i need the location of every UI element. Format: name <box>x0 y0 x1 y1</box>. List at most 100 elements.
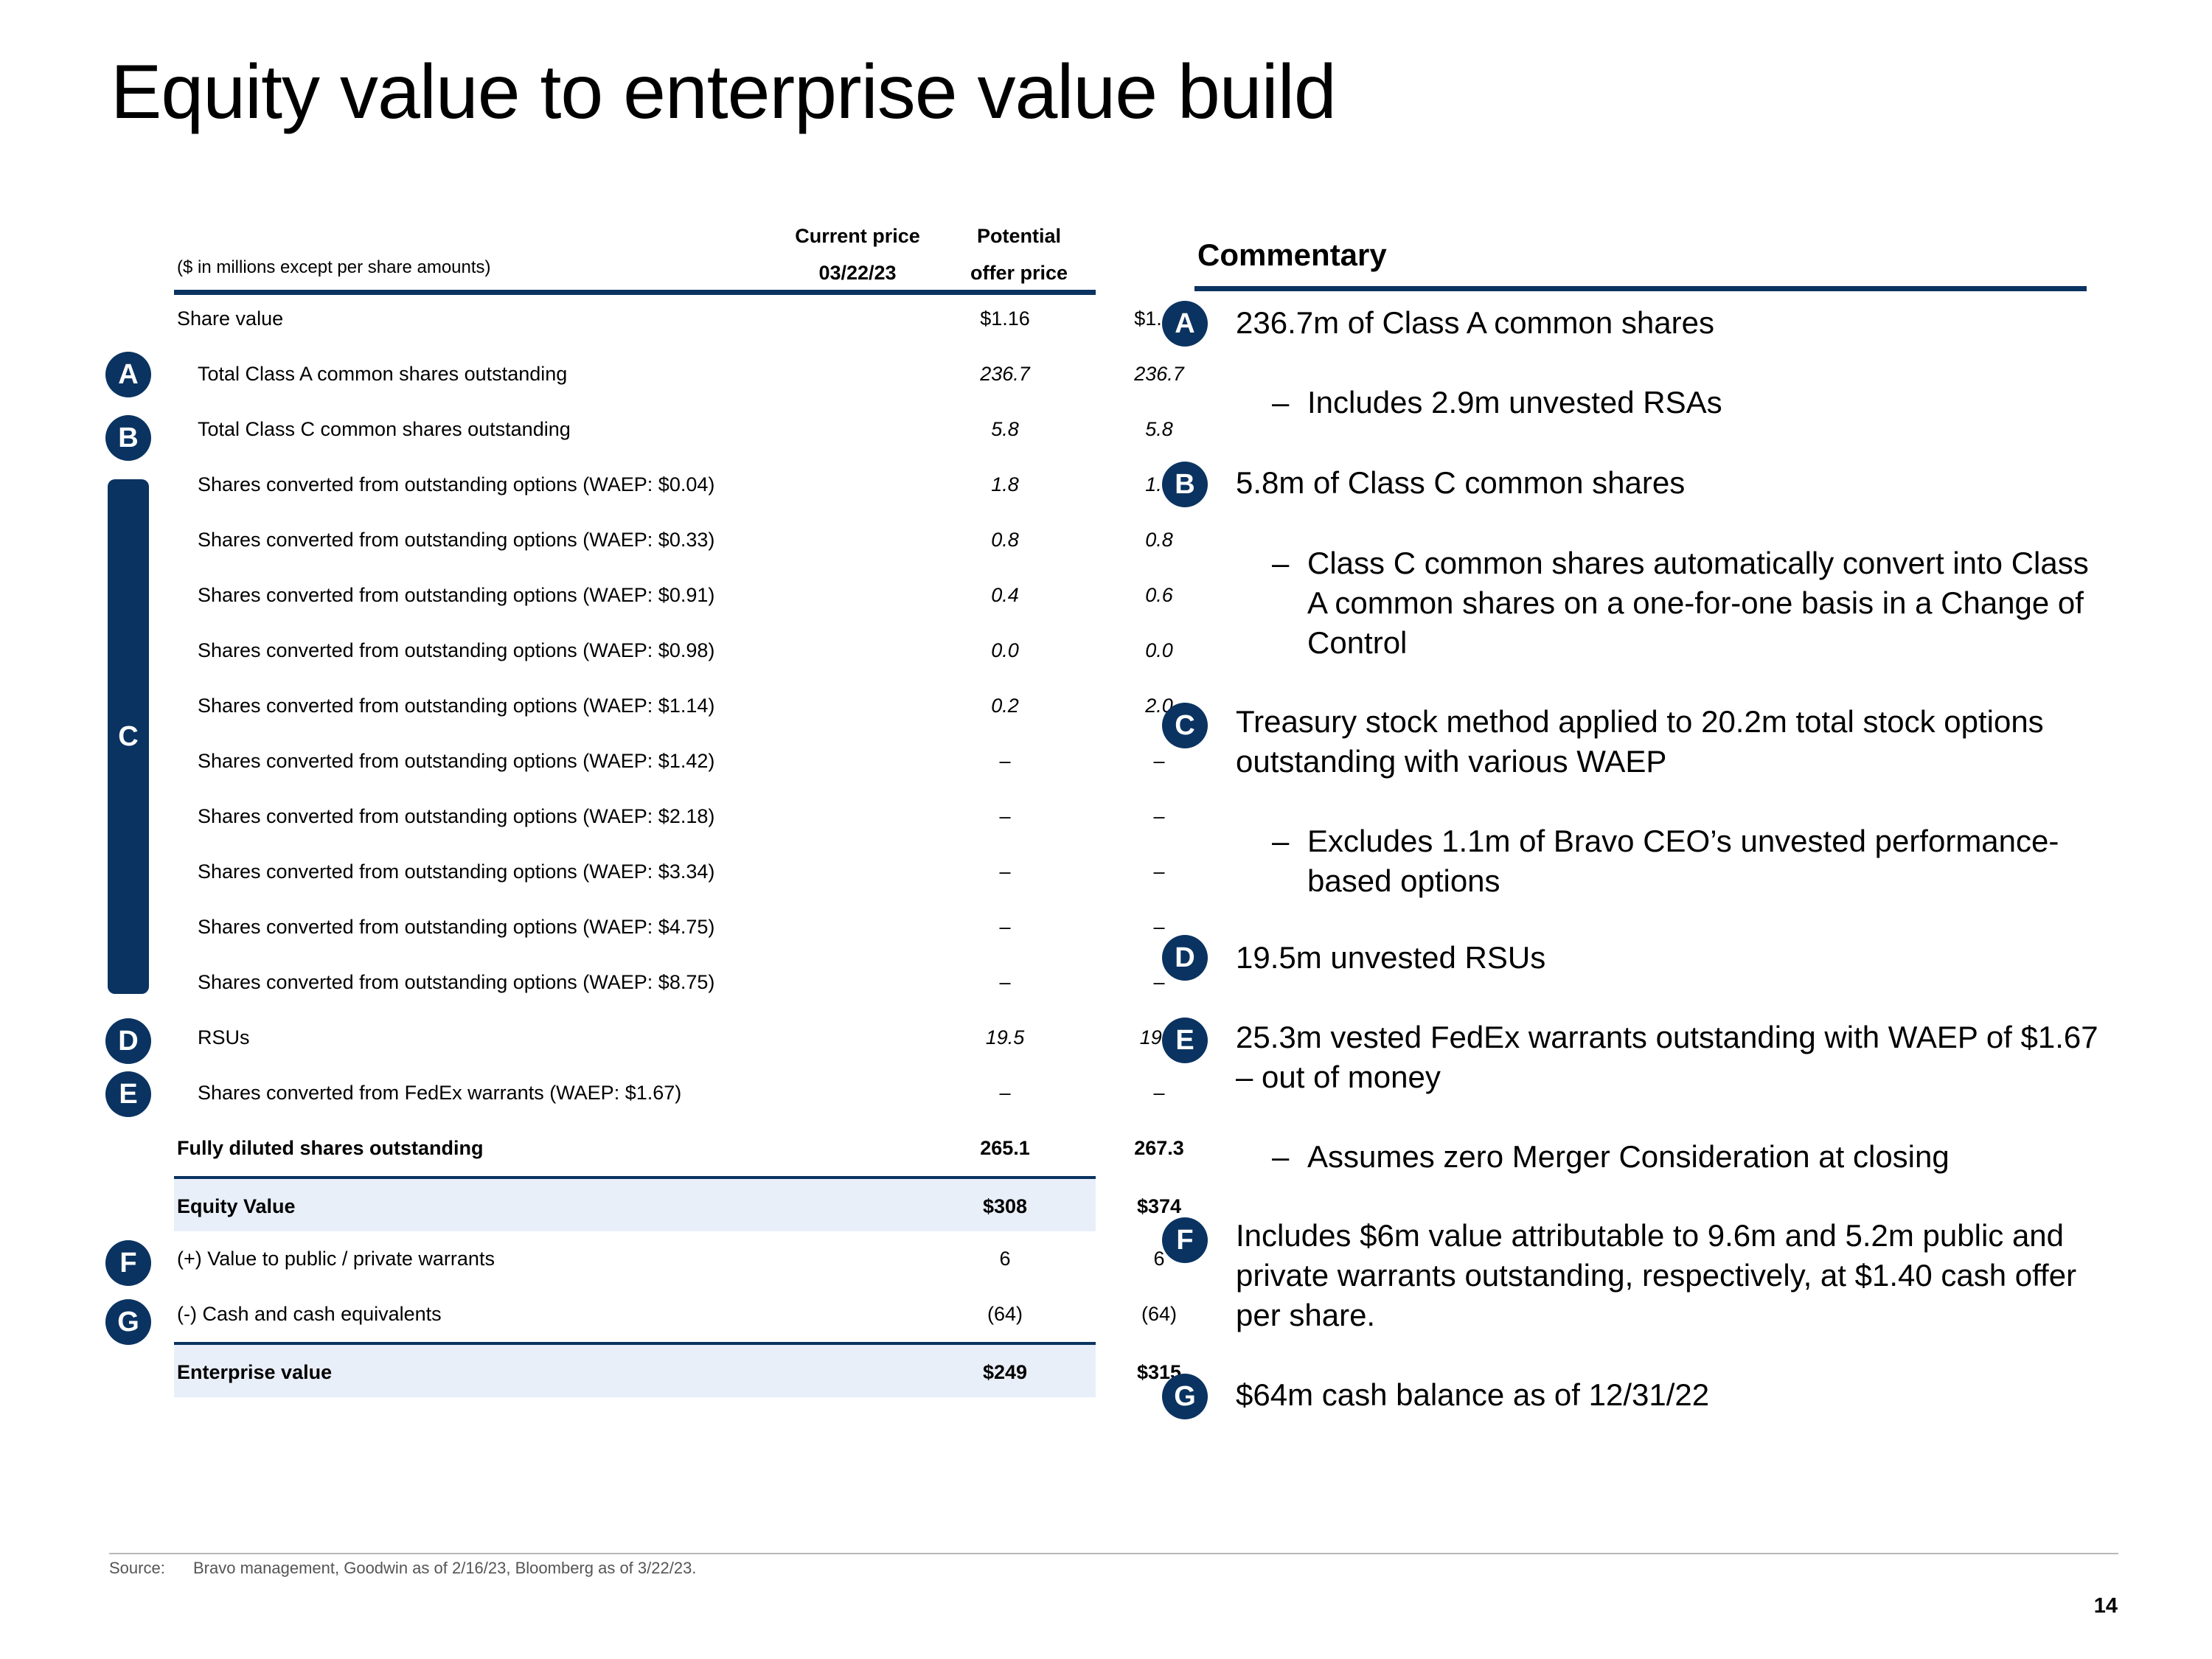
commentary-badge-c: C <box>1162 703 1208 748</box>
table-row: Share value $1.16 $1.40 <box>174 291 1184 347</box>
row-label: Shares converted from outstanding option… <box>198 750 715 772</box>
row-label: Shares converted from outstanding option… <box>198 805 715 827</box>
commentary-badge-g: G <box>1162 1374 1208 1419</box>
col2-header-line1: Potential <box>976 225 1061 247</box>
commentary-item-b: 5.8m of Class C common shares <box>1236 465 1686 500</box>
table-row-total-shares: Fully diluted shares outstanding 265.1 2… <box>174 1121 1184 1176</box>
row-label: (+) Value to public / private warrants <box>177 1248 495 1270</box>
badge-b: B <box>105 415 151 461</box>
commentary-item-f: Includes $6m value attributable to 9.6m … <box>1236 1218 2077 1332</box>
table-row: Shares converted from outstanding option… <box>174 789 1165 844</box>
row-value-current: (64) <box>987 1303 1023 1325</box>
badge-d: D <box>105 1018 151 1064</box>
row-value-current: 5.8 <box>991 418 1019 440</box>
commentary-subitem: – Class C common shares automatically co… <box>1272 543 2098 663</box>
dash-marker: – <box>1272 1139 1290 1174</box>
commentary-item-e: 25.3m vested FedEx warrants outstanding … <box>1236 1020 2098 1094</box>
table-row-enterprise-value: Enterprise value $249 $315 <box>174 1342 1181 1397</box>
commentary-item-d: 19.5m unvested RSUs <box>1236 940 1546 975</box>
row-value-current: – <box>999 1082 1011 1104</box>
row-value-offer: 0.0 <box>1145 639 1173 661</box>
row-value-current: 0.8 <box>991 529 1019 551</box>
row-value-offer: 0.6 <box>1145 584 1173 606</box>
table-row: (+) Value to public / private warrants 6… <box>174 1231 1165 1287</box>
dash-marker: – <box>1272 385 1290 420</box>
table-row: Total Class A common shares outstanding … <box>174 347 1184 402</box>
commentary-badge-b: B <box>1162 462 1208 507</box>
table-row: RSUs 19.5 19.5 <box>174 1010 1178 1065</box>
badge-c-group: C <box>108 479 149 994</box>
table-row: Shares converted from outstanding option… <box>174 568 1173 623</box>
row-label: (-) Cash and cash equivalents <box>177 1303 442 1325</box>
row-label: RSUs <box>198 1026 250 1048</box>
table-row-equity-value: Equity Value $308 $374 <box>174 1176 1181 1231</box>
row-label: Fully diluted shares outstanding <box>177 1137 484 1159</box>
commentary-subitem-text: Assumes zero Merger Consideration at clo… <box>1307 1139 1950 1174</box>
dash-marker: – <box>1272 824 1290 858</box>
commentary-subitem: – Includes 2.9m unvested RSAs <box>1272 383 2098 422</box>
row-label: Equity Value <box>177 1195 296 1217</box>
commentary-item-g: $64m cash balance as of 12/31/22 <box>1236 1377 1710 1412</box>
row-value-current: – <box>999 916 1011 938</box>
row-value-current: 0.2 <box>991 695 1019 717</box>
table-row: Shares converted from outstanding option… <box>174 734 1165 789</box>
col1-header-line1: Current price <box>795 225 920 247</box>
row-label: Total Class C common shares outstanding <box>198 418 571 440</box>
table-row: Shares converted from outstanding option… <box>174 955 1165 1010</box>
table-row: (-) Cash and cash equivalents (64) (64) <box>174 1287 1177 1342</box>
row-value-offer: 5.8 <box>1145 418 1173 440</box>
footer-rule <box>109 1553 2118 1554</box>
row-value-current: $249 <box>982 1361 1028 1383</box>
row-value-offer: 2.0 <box>1145 695 1173 717</box>
row-label: Shares converted from outstanding option… <box>198 584 715 606</box>
commentary-title: Commentary <box>1197 237 1387 272</box>
row-value-offer: 236.7 <box>1134 363 1184 385</box>
commentary-rule <box>1194 286 2087 291</box>
col2-header-line2: offer price <box>970 262 1068 284</box>
row-label: Shares converted from outstanding option… <box>198 695 715 717</box>
commentary-badge-e: E <box>1162 1018 1208 1063</box>
row-value-offer: 6 <box>1153 1248 1165 1270</box>
units-note: ($ in millions except per share amounts) <box>177 257 491 277</box>
table-row: Shares converted from outstanding option… <box>174 678 1173 734</box>
row-value-current: 19.5 <box>985 1026 1025 1048</box>
row-value-current: $308 <box>982 1195 1028 1217</box>
table-row: Total Class C common shares outstanding … <box>174 402 1173 457</box>
row-value-offer: 267.3 <box>1134 1137 1184 1159</box>
row-value-offer: – <box>1153 916 1165 938</box>
header-rule <box>174 290 1096 295</box>
row-value-current: $1.16 <box>980 307 1030 330</box>
commentary-badge-f: F <box>1162 1217 1208 1263</box>
row-value-offer: $1.40 <box>1134 307 1184 330</box>
row-value-current: – <box>999 860 1011 883</box>
table-row: Shares converted from FedEx warrants (WA… <box>174 1065 1165 1121</box>
row-label: Shares converted from outstanding option… <box>198 529 715 551</box>
row-value-current: – <box>999 971 1011 993</box>
row-value-offer: $374 <box>1136 1195 1182 1217</box>
commentary-badge-a: A <box>1162 301 1208 347</box>
table-row: Shares converted from outstanding option… <box>174 900 1165 955</box>
row-value-current: 265.1 <box>980 1137 1030 1159</box>
row-label: Shares converted from outstanding option… <box>198 473 715 495</box>
source-label: Source: <box>109 1559 165 1577</box>
row-value-current: – <box>999 750 1011 772</box>
row-value-current: 0.0 <box>991 639 1019 661</box>
commentary-subitem-text: Excludes 1.1m of Bravo CEO’s unvested pe… <box>1307 824 2059 898</box>
row-value-current: 0.4 <box>991 584 1019 606</box>
row-label: Total Class A common shares outstanding <box>198 363 568 385</box>
table-row: Shares converted from outstanding option… <box>174 623 1173 678</box>
commentary-subitem-text: Class C common shares automatically conv… <box>1307 546 2089 660</box>
row-value-current: 6 <box>999 1248 1011 1270</box>
dash-marker: – <box>1272 546 1290 580</box>
badge-e: E <box>105 1071 151 1117</box>
row-value-offer: – <box>1153 1082 1165 1104</box>
row-value-offer: 0.8 <box>1145 529 1173 551</box>
row-value-offer: $315 <box>1136 1361 1182 1383</box>
row-value-offer: (64) <box>1141 1303 1177 1325</box>
table-row: Shares converted from outstanding option… <box>174 844 1165 900</box>
commentary-item-c: Treasury stock method applied to 20.2m t… <box>1236 704 2044 779</box>
row-label: Shares converted from outstanding option… <box>198 860 715 883</box>
row-value-current: – <box>999 805 1011 827</box>
commentary-badge-d: D <box>1162 935 1208 981</box>
